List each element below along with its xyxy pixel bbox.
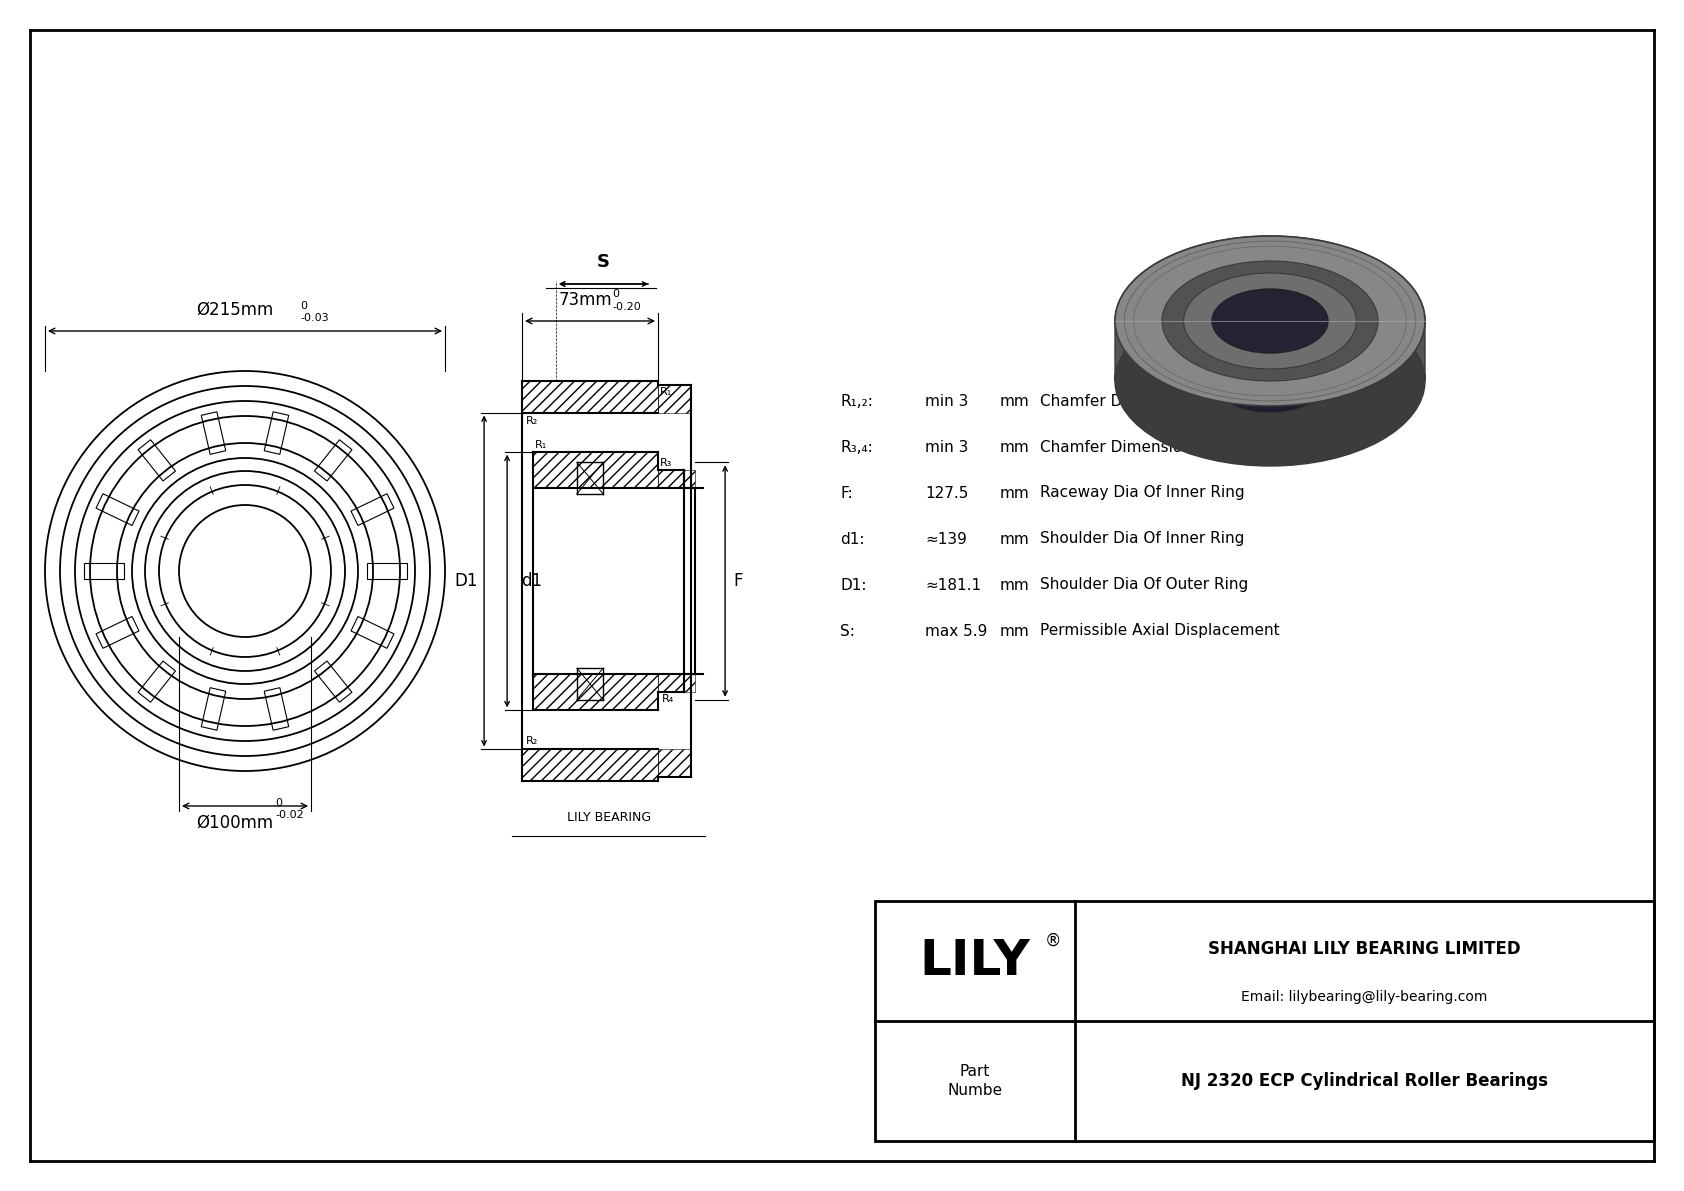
Text: mm: mm [1000, 624, 1029, 638]
Text: d1: d1 [520, 572, 542, 590]
Text: R₄: R₄ [662, 693, 674, 704]
Text: d1:: d1: [840, 531, 864, 547]
Bar [315, 439, 352, 481]
Text: mm: mm [1000, 439, 1029, 455]
Text: D1:: D1: [840, 578, 867, 592]
Text: mm: mm [1000, 531, 1029, 547]
Text: Chamfer Dimension: Chamfer Dimension [1041, 393, 1192, 409]
Text: R₃: R₃ [660, 459, 672, 468]
Text: mm: mm [1000, 486, 1029, 500]
Text: 73mm: 73mm [557, 291, 611, 308]
Bar [138, 439, 175, 481]
Text: -0.03: -0.03 [300, 313, 328, 323]
Ellipse shape [1212, 349, 1329, 413]
Text: max 5.9: max 5.9 [925, 624, 987, 638]
Text: S:: S: [840, 624, 855, 638]
Bar [138, 661, 175, 703]
Bar [84, 563, 123, 579]
Text: Shoulder Dia Of Outer Ring: Shoulder Dia Of Outer Ring [1041, 578, 1248, 592]
Text: 0: 0 [611, 289, 620, 299]
Bar [96, 617, 140, 648]
Text: NJ 2320 ECP Cylindrical Roller Bearings: NJ 2320 ECP Cylindrical Roller Bearings [1180, 1072, 1548, 1090]
Text: R₂: R₂ [525, 736, 539, 747]
Ellipse shape [1115, 236, 1425, 406]
Bar [350, 617, 394, 648]
Text: Permissible Axial Displacement: Permissible Axial Displacement [1041, 624, 1280, 638]
Text: Ø215mm: Ø215mm [197, 301, 273, 319]
Bar [876, 902, 1654, 1141]
Text: Ø100mm: Ø100mm [197, 813, 273, 833]
Text: R₃,₄:: R₃,₄: [840, 439, 872, 455]
Text: R₁: R₁ [660, 387, 672, 397]
Text: 127.5: 127.5 [925, 486, 968, 500]
Text: mm: mm [1000, 393, 1029, 409]
Text: Chamfer Dimension: Chamfer Dimension [1041, 439, 1192, 455]
Text: 0: 0 [300, 301, 306, 311]
Text: R₂: R₂ [525, 416, 539, 425]
Text: ®: ® [1044, 933, 1061, 950]
Ellipse shape [1212, 289, 1329, 353]
Text: ≈181.1: ≈181.1 [925, 578, 982, 592]
Text: 0: 0 [274, 798, 281, 807]
Text: SHANGHAI LILY BEARING LIMITED: SHANGHAI LILY BEARING LIMITED [1207, 940, 1521, 958]
Text: S: S [598, 252, 610, 272]
Ellipse shape [1115, 297, 1425, 466]
Text: F: F [733, 572, 743, 590]
Bar [315, 661, 352, 703]
Text: -0.20: -0.20 [611, 303, 640, 312]
Text: Email: lilybearing@lily-bearing.com: Email: lilybearing@lily-bearing.com [1241, 990, 1487, 1004]
Text: ≈139: ≈139 [925, 531, 967, 547]
Text: LILY: LILY [919, 937, 1031, 985]
Text: R₁: R₁ [536, 439, 547, 450]
Text: min 3: min 3 [925, 439, 968, 455]
Bar [350, 494, 394, 525]
Bar [202, 412, 226, 454]
Text: LILY BEARING: LILY BEARING [566, 811, 650, 824]
Text: min 3: min 3 [925, 393, 968, 409]
Polygon shape [1115, 236, 1425, 381]
Text: Shoulder Dia Of Inner Ring: Shoulder Dia Of Inner Ring [1041, 531, 1244, 547]
Text: D1: D1 [455, 572, 478, 590]
Ellipse shape [1162, 261, 1378, 381]
Text: mm: mm [1000, 578, 1029, 592]
Text: -0.02: -0.02 [274, 810, 303, 819]
Polygon shape [1212, 289, 1329, 381]
Ellipse shape [1184, 273, 1356, 369]
Bar [264, 687, 288, 730]
Text: Raceway Dia Of Inner Ring: Raceway Dia Of Inner Ring [1041, 486, 1244, 500]
Bar [96, 494, 140, 525]
Text: Part
Numbe: Part Numbe [948, 1064, 1002, 1098]
Bar [264, 412, 288, 454]
Text: F:: F: [840, 486, 852, 500]
Bar [367, 563, 406, 579]
Bar [202, 687, 226, 730]
Text: R₁,₂:: R₁,₂: [840, 393, 872, 409]
